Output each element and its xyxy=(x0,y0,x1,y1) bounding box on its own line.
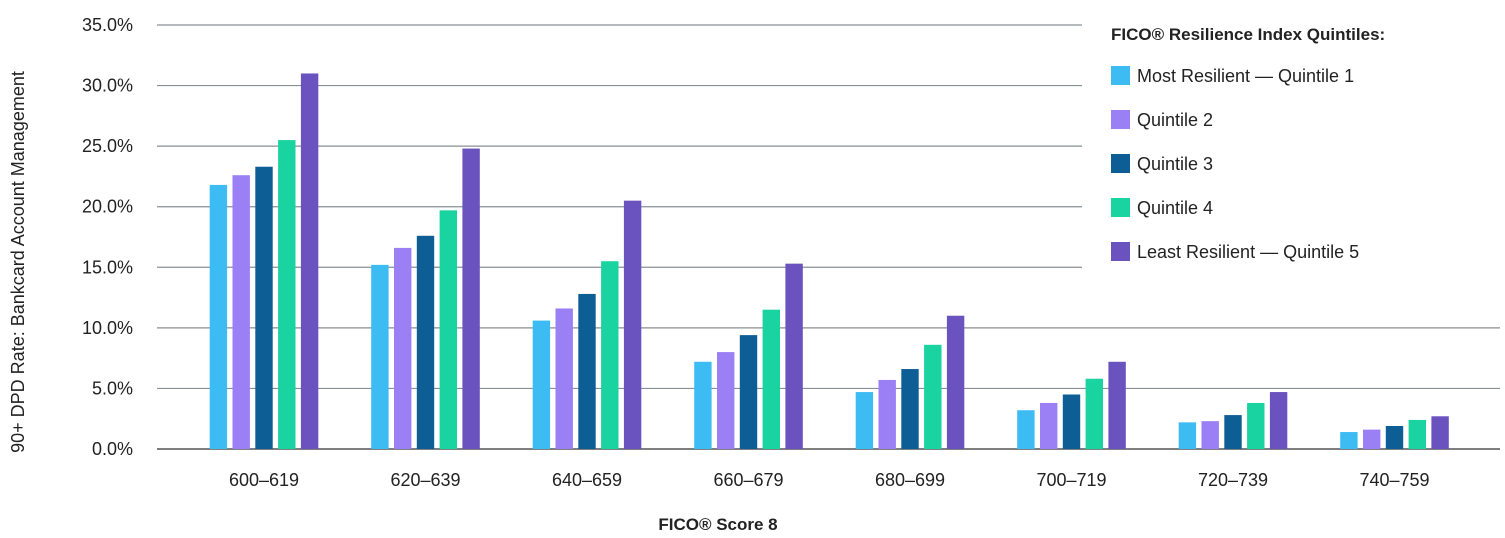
bar xyxy=(371,264,389,449)
bar xyxy=(694,361,712,449)
legend-label: Quintile 2 xyxy=(1137,110,1213,130)
y-axis-ticks: 35.0% 30.0% 25.0% 20.0% 15.0% 10.0% 5.0% 0.0% xyxy=(82,15,133,459)
x-tick-label: 660–679 xyxy=(713,470,783,490)
bar xyxy=(416,235,435,449)
x-tick-label: 740–759 xyxy=(1359,470,1429,490)
bars xyxy=(209,73,1449,450)
bar xyxy=(1224,415,1242,449)
x-tick-label: 680–699 xyxy=(875,470,945,490)
legend-background xyxy=(1082,10,1502,272)
bar xyxy=(555,308,573,449)
bar xyxy=(1178,422,1197,449)
y-tick-label: 0.0% xyxy=(92,439,133,459)
bar xyxy=(209,184,228,449)
legend-swatch xyxy=(1111,66,1130,85)
x-axis-title: FICO® Score 8 xyxy=(658,515,777,534)
bar xyxy=(1363,429,1381,449)
bar xyxy=(739,335,758,449)
bar xyxy=(1108,361,1126,449)
bar xyxy=(601,261,619,449)
x-tick-label: 600–619 xyxy=(229,470,299,490)
bar xyxy=(1201,421,1219,449)
y-tick-label: 35.0% xyxy=(82,15,133,35)
bar xyxy=(578,293,596,449)
bar xyxy=(1431,416,1449,449)
x-axis-ticks: 600–619 620–639 640–659 660–679 680–699 700–7… xyxy=(229,470,1430,490)
bar xyxy=(1385,425,1404,449)
bar xyxy=(300,73,319,449)
legend-label: Quintile 4 xyxy=(1137,198,1213,218)
y-tick-label: 20.0% xyxy=(82,197,133,217)
legend-label: Most Resilient — Quintile 1 xyxy=(1137,66,1354,86)
legend-swatch xyxy=(1111,110,1130,129)
bar xyxy=(439,210,457,449)
bar xyxy=(785,263,803,449)
legend-swatch xyxy=(1111,198,1130,217)
legend-label: Quintile 3 xyxy=(1137,154,1213,174)
bar xyxy=(901,369,919,449)
bar xyxy=(462,148,480,449)
bar xyxy=(762,309,780,449)
bar xyxy=(946,315,965,449)
y-tick-label: 15.0% xyxy=(82,257,133,277)
legend-swatch xyxy=(1111,242,1130,261)
bar xyxy=(394,247,412,449)
y-tick-label: 25.0% xyxy=(82,136,133,156)
bar xyxy=(1040,402,1058,449)
bar xyxy=(924,344,942,449)
legend-title: FICO® Resilience Index Quintiles: xyxy=(1111,25,1385,44)
bar xyxy=(532,320,551,449)
bar xyxy=(1062,394,1081,449)
bar xyxy=(1269,392,1288,449)
bar xyxy=(855,392,874,449)
legend: Most Resilient — Quintile 1 Quintile 2 Qui… xyxy=(1111,66,1359,262)
bar xyxy=(878,379,896,449)
bar xyxy=(1017,410,1035,449)
bar xyxy=(278,140,296,450)
y-axis-title: 90+ DPD Rate: Bankcard Account Managemen… xyxy=(8,71,28,453)
bar xyxy=(1247,402,1265,449)
bar xyxy=(1408,419,1426,449)
x-tick-label: 620–639 xyxy=(390,470,460,490)
x-tick-label: 720–739 xyxy=(1198,470,1268,490)
bar xyxy=(232,175,250,449)
x-tick-label: 700–719 xyxy=(1036,470,1106,490)
bar xyxy=(1340,432,1358,449)
bar xyxy=(1085,378,1103,449)
bar xyxy=(623,200,642,449)
x-tick-label: 640–659 xyxy=(552,470,622,490)
bar xyxy=(255,166,273,450)
y-tick-label: 30.0% xyxy=(82,76,133,96)
legend-label: Least Resilient — Quintile 5 xyxy=(1137,242,1359,262)
legend-swatch xyxy=(1111,154,1130,173)
y-tick-label: 5.0% xyxy=(92,378,133,398)
y-tick-label: 10.0% xyxy=(82,318,133,338)
bar xyxy=(717,352,735,449)
